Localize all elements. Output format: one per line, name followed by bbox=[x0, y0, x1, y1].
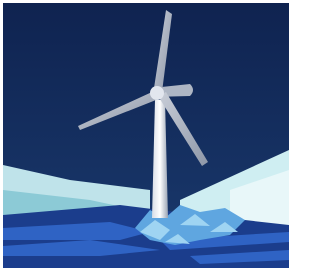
illustration bbox=[0, 0, 292, 270]
hub bbox=[150, 86, 164, 100]
